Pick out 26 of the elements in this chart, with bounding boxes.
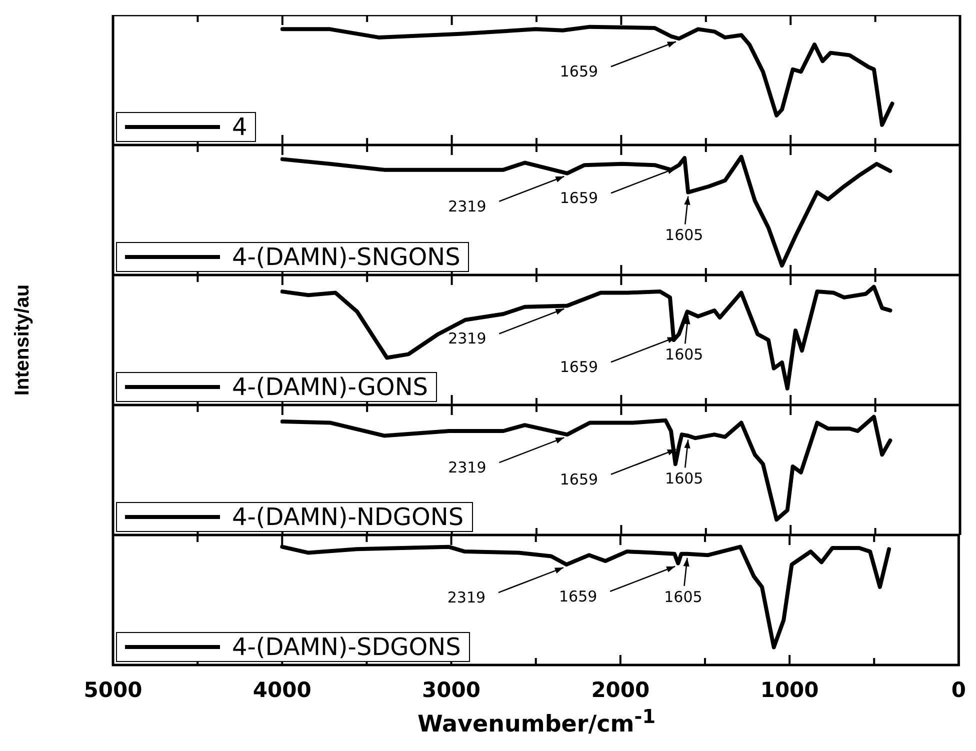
annotation: 1659 bbox=[560, 358, 598, 376]
legend-label: 4-(DAMN)-NDGONS bbox=[232, 503, 464, 531]
x-tick-label: 1000 bbox=[760, 678, 819, 702]
y-axis-title: Intensity/au bbox=[12, 284, 34, 396]
annotation: 2319 bbox=[448, 330, 486, 348]
x-tick-label: 2000 bbox=[591, 678, 650, 702]
annotation: 1605 bbox=[665, 346, 704, 364]
legend-label: 4-(DAMN)-GONS bbox=[232, 373, 428, 401]
x-tick-label: 3000 bbox=[422, 678, 481, 702]
legend-label: 4-(DAMN)-SNGONS bbox=[232, 243, 460, 271]
legend-label: 4-(DAMN)-SDGONS bbox=[232, 633, 461, 661]
annotation: 1659 bbox=[560, 470, 598, 488]
x-tick-label: 4000 bbox=[252, 678, 312, 702]
x-tick-label: 5000 bbox=[84, 678, 142, 702]
annotation: 1605 bbox=[665, 226, 704, 244]
annotation: 2319 bbox=[448, 458, 486, 476]
annotation: 1659 bbox=[559, 587, 598, 606]
annotation: 1659 bbox=[560, 188, 598, 207]
x-tick-label: 0 bbox=[951, 678, 966, 702]
x-axis-title: Wavenumber/cm$^{-1}$ bbox=[416, 705, 657, 738]
annotation: 2319 bbox=[447, 588, 486, 606]
annotation: 1659 bbox=[560, 62, 598, 81]
annotation: 1605 bbox=[664, 588, 702, 606]
annotation: 1605 bbox=[665, 470, 704, 488]
legend-label: 4 bbox=[232, 113, 248, 141]
annotation: 2319 bbox=[448, 197, 486, 216]
